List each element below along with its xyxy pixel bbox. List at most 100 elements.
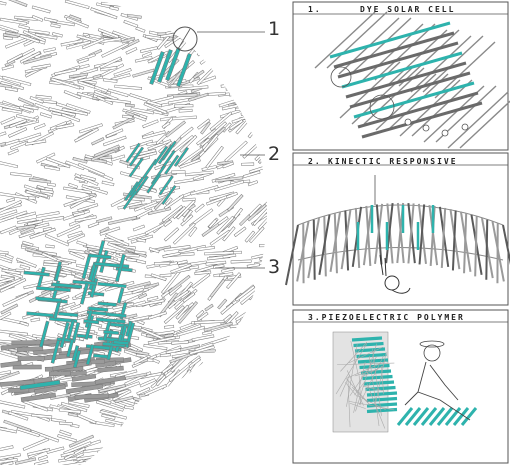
solar-support-rod bbox=[460, 92, 510, 148]
sculpture-slat bbox=[147, 409, 172, 413]
sculpture-slat bbox=[210, 0, 227, 2]
sculpture-slat bbox=[164, 14, 177, 19]
piezoelectric-slat bbox=[367, 399, 397, 401]
sculpture-slat bbox=[65, 0, 89, 9]
sculpture-slat bbox=[216, 15, 243, 19]
sculpture-slat bbox=[242, 355, 257, 368]
callout-number-1: 1 bbox=[268, 20, 280, 39]
sculpture-slat bbox=[230, 428, 245, 431]
sculpture-slat bbox=[133, 69, 155, 77]
sculpture-slat bbox=[216, 36, 237, 44]
kinetic-fin bbox=[464, 213, 466, 273]
panel-2-number: 2. bbox=[308, 157, 322, 166]
sculpture-slat bbox=[206, 434, 219, 438]
sculpture-slat bbox=[233, 436, 254, 443]
panel-1-number: 1. bbox=[308, 5, 322, 14]
sculpture-slat bbox=[223, 373, 244, 390]
sculpture-slat bbox=[183, 404, 200, 408]
sculpture-slat bbox=[211, 419, 224, 425]
piezoelectric-slat bbox=[363, 377, 393, 379]
sculpture-slat bbox=[123, 437, 151, 446]
sculpture-slat bbox=[20, 265, 30, 270]
sculpture-slat bbox=[11, 172, 32, 177]
sculpture-slat bbox=[187, 4, 197, 8]
sculpture-slat bbox=[202, 13, 214, 19]
sculpture-slat bbox=[248, 25, 260, 31]
panel-3-title: 3.PIEZOELECTRIC POLYMER bbox=[308, 313, 465, 322]
sculpture-slat bbox=[247, 309, 266, 327]
sculpture-slat bbox=[202, 331, 211, 335]
panel-frame-3 bbox=[293, 310, 508, 463]
sculpture-slat bbox=[235, 309, 251, 321]
sculpture-slat bbox=[181, 448, 201, 463]
sculpture-slat bbox=[78, 163, 104, 176]
sculpture-slat bbox=[196, 34, 209, 48]
callout-number-3: 3 bbox=[268, 258, 280, 277]
sculpture-slat bbox=[93, 457, 113, 465]
sculpture-slat bbox=[229, 436, 255, 444]
panel-2-title: KINECTIC RESPONSIVE bbox=[328, 157, 458, 166]
sculpture-slat bbox=[163, 252, 181, 258]
sculpture-slat bbox=[252, 253, 267, 259]
sculpture-slat bbox=[217, 378, 231, 388]
sculpture-slat bbox=[75, 216, 96, 223]
sculpture-slat bbox=[234, 89, 245, 92]
callout-marker-slash bbox=[178, 29, 190, 49]
sculpture-slat bbox=[249, 383, 268, 399]
main-sculpture-mass bbox=[0, 0, 280, 465]
sculpture-slat bbox=[210, 279, 225, 297]
sculpture-slat bbox=[231, 335, 250, 344]
sculpture-slat bbox=[231, 390, 244, 403]
sculpture-slat bbox=[204, 17, 213, 21]
sculpture-slat bbox=[221, 82, 245, 87]
sculpture-slat bbox=[222, 68, 238, 83]
sculpture-slat bbox=[238, 93, 259, 101]
sculpture-slat bbox=[256, 433, 274, 436]
sculpture-slat bbox=[117, 438, 126, 442]
sculpture-slat bbox=[259, 244, 280, 247]
sculpture-slat bbox=[247, 403, 261, 406]
sculpture-slat bbox=[115, 85, 142, 90]
sculpture-slat bbox=[144, 344, 167, 350]
sculpture-slat bbox=[230, 324, 240, 327]
panel-frame-1 bbox=[293, 2, 508, 150]
sculpture-slat bbox=[205, 304, 214, 311]
sculpture-slat bbox=[40, 113, 52, 119]
anchor-node bbox=[405, 119, 411, 125]
sculpture-slat bbox=[221, 415, 241, 420]
sculpture-slat bbox=[184, 387, 192, 394]
sculpture-slat bbox=[229, 37, 236, 45]
sculpture-slat bbox=[220, 348, 246, 357]
sculpture-slat bbox=[58, 462, 86, 465]
sculpture-slat bbox=[110, 6, 119, 10]
sculpture-slat bbox=[183, 0, 207, 5]
sculpture-slat bbox=[147, 296, 158, 301]
sculpture-slat bbox=[242, 163, 254, 166]
piezoelectric-slat bbox=[364, 382, 394, 384]
callout-number-2: 2 bbox=[268, 145, 280, 164]
sculpture-slat bbox=[232, 18, 248, 23]
sculpture-slat bbox=[245, 418, 255, 421]
sculpture-slat bbox=[248, 116, 266, 138]
sculpture-slat bbox=[152, 432, 180, 436]
anchor-node bbox=[442, 130, 448, 136]
sculpture-slat bbox=[132, 0, 141, 3]
sculpture-slat bbox=[214, 39, 235, 64]
sculpture-slat bbox=[218, 354, 237, 368]
sculpture-slat bbox=[171, 171, 185, 174]
sculpture-slat bbox=[227, 56, 248, 76]
sculpture-slat bbox=[259, 307, 280, 328]
sculpture-slat bbox=[102, 181, 114, 186]
sculpture-slat bbox=[226, 87, 238, 91]
sculpture-slat bbox=[8, 149, 19, 155]
sculpture-slat bbox=[0, 132, 6, 138]
sculpture-slat bbox=[190, 6, 211, 14]
sculpture-slat bbox=[256, 34, 268, 49]
sculpture-slat bbox=[113, 454, 130, 462]
sculpture-slat bbox=[183, 198, 196, 201]
sculpture-slat bbox=[202, 403, 227, 414]
sculpture-slat bbox=[210, 379, 220, 391]
sculpture-slat bbox=[249, 371, 267, 385]
sculpture-slat bbox=[242, 19, 261, 23]
sculpture-slat bbox=[226, 370, 241, 387]
